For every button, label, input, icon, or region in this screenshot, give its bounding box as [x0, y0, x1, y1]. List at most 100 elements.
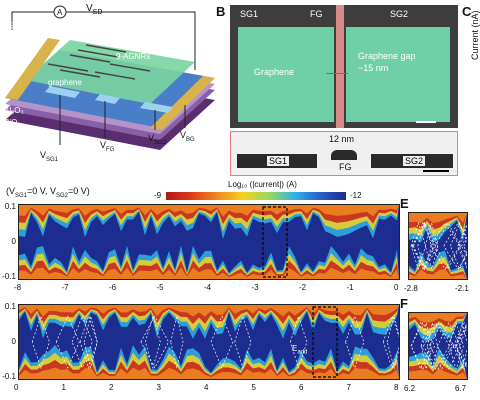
bottom-x-tick: 5 [251, 383, 256, 392]
top-x-tick: -4 [204, 283, 212, 292]
al2o3-label: Al₂O₃ [4, 106, 24, 115]
coulomb-diamond [450, 221, 467, 271]
zoom-e-frame [408, 212, 468, 280]
coulomb-diamond [140, 315, 169, 369]
inset-label-sg1: SG1 [267, 156, 290, 166]
gate-label-sg2: VSG2 [148, 133, 167, 146]
scale-bar [416, 121, 436, 123]
top-x-tick: -2 [299, 283, 307, 292]
top-x-tick: -8 [14, 283, 22, 292]
top-y-tick: 0 [11, 237, 16, 246]
coulomb-diamond [55, 315, 80, 369]
gate-label-sg1: VSG1 [40, 150, 59, 163]
zoom-e [409, 213, 467, 279]
coulomb-diamond [434, 222, 461, 270]
label-sg2: SG2 [390, 9, 409, 19]
gate-label-bg: VBG [180, 130, 195, 143]
label-gap: Graphene gap [358, 51, 416, 61]
zoom-f-frame [408, 312, 468, 380]
conductance-band [19, 305, 399, 324]
heatmap-bottom-frame [18, 304, 400, 380]
graphene-right [346, 27, 450, 122]
coulomb-diamond [448, 321, 464, 371]
coulomb-diamond [457, 223, 467, 269]
bottom-x-tick: 8 [394, 383, 399, 392]
gate-sg2 [140, 102, 173, 113]
zoom-region-box [262, 206, 288, 278]
coulomb-diamond [71, 315, 93, 369]
conductance-band [409, 269, 467, 279]
colorbar [166, 192, 346, 200]
top-y-tick: 0.1 [4, 202, 16, 211]
coulomb-diamond [386, 314, 399, 370]
panel-d-title: (VSG1=0 V, VSG2=0 V) [6, 186, 90, 199]
gate-label-fg: VFG [100, 140, 115, 153]
heatmap-top [19, 205, 399, 279]
inset-scale-bar [423, 170, 449, 172]
sio2-label: SiO₂ [4, 118, 21, 127]
bottom-y-tick: -0.1 [2, 372, 16, 381]
inset-scale-label: 12 nm [329, 134, 355, 144]
gap-marker [326, 73, 348, 74]
bottom-x-tick: 7 [346, 383, 351, 392]
gate-sg1 [45, 86, 80, 98]
bottom-y-tick: 0.1 [4, 302, 16, 311]
coulomb-diamond [410, 322, 436, 370]
top-x-tick: -3 [251, 283, 259, 292]
coulomb-diamond [459, 326, 467, 366]
sem-image: SG1 FG SG2 Graphene Graphene gap ~15 nm [230, 5, 458, 128]
coulomb-diamond [437, 322, 461, 370]
coulomb-diamond [83, 316, 98, 368]
conductance-band [19, 267, 399, 279]
bottom-x-tick: 4 [204, 383, 209, 392]
contact-right [150, 76, 215, 130]
finger-gate [336, 5, 344, 128]
ammeter-icon [53, 5, 67, 19]
ammeter-label: A [57, 8, 63, 17]
zoom-e-xtick-left: -2.8 [404, 284, 418, 293]
zoom-f-xtick-right: 6.7 [455, 384, 467, 393]
graphene-label: graphene [48, 78, 82, 87]
conductance-band [19, 367, 399, 379]
zoom-e-xtick-right: -2.1 [455, 284, 469, 293]
coulomb-diamond [410, 321, 431, 371]
bottom-x-tick: 2 [109, 383, 114, 392]
gate-fg [95, 94, 120, 104]
top-x-tick: -6 [109, 283, 117, 292]
gnr-ribbons [47, 44, 151, 80]
coulomb-diamond [417, 221, 432, 271]
bottom-x-tick: 1 [61, 383, 66, 392]
top-x-tick: -1 [346, 283, 354, 292]
coulomb-diamond [412, 222, 434, 270]
coulomb-diamond [454, 323, 467, 369]
conductance-band [409, 213, 467, 224]
coulomb-diamond [210, 315, 234, 369]
inset-label-sg2: SG2 [403, 156, 426, 166]
coulomb-diamond [458, 225, 467, 267]
colorbar-max-label: -12 [350, 191, 362, 200]
top-y-tick: -0.1 [2, 272, 16, 281]
label-graphene: Graphene [254, 67, 295, 77]
coulomb-diamond [413, 222, 436, 270]
conductance-band [409, 368, 467, 379]
conductance-band [19, 305, 399, 317]
tem-inset: 12 nm SG1 FG SG2 [230, 131, 458, 176]
label-gap-size: ~15 nm [358, 63, 389, 73]
zoom-f-xtick-left: 6.2 [404, 384, 416, 393]
colorbar-label: Log₁₀ (|current|) (A) [228, 180, 297, 189]
device-schematic-svg [5, 5, 215, 150]
zoom-f [409, 313, 467, 379]
circuit-wire [11, 11, 196, 70]
coulomb-diamond [455, 324, 467, 368]
gate-leads [59, 95, 186, 145]
colorbar-min-label: -9 [154, 191, 162, 200]
label-sg1: SG1 [240, 9, 259, 19]
agnrs-label: 9-AGNRs [116, 52, 151, 61]
graphene-sheet [25, 40, 195, 104]
top-x-tick: 0 [394, 283, 399, 292]
conductance-band [409, 313, 467, 323]
coulomb-diamond [429, 322, 455, 370]
panel-letter-f: F [400, 296, 408, 311]
panel-letter-e: E [400, 196, 409, 211]
